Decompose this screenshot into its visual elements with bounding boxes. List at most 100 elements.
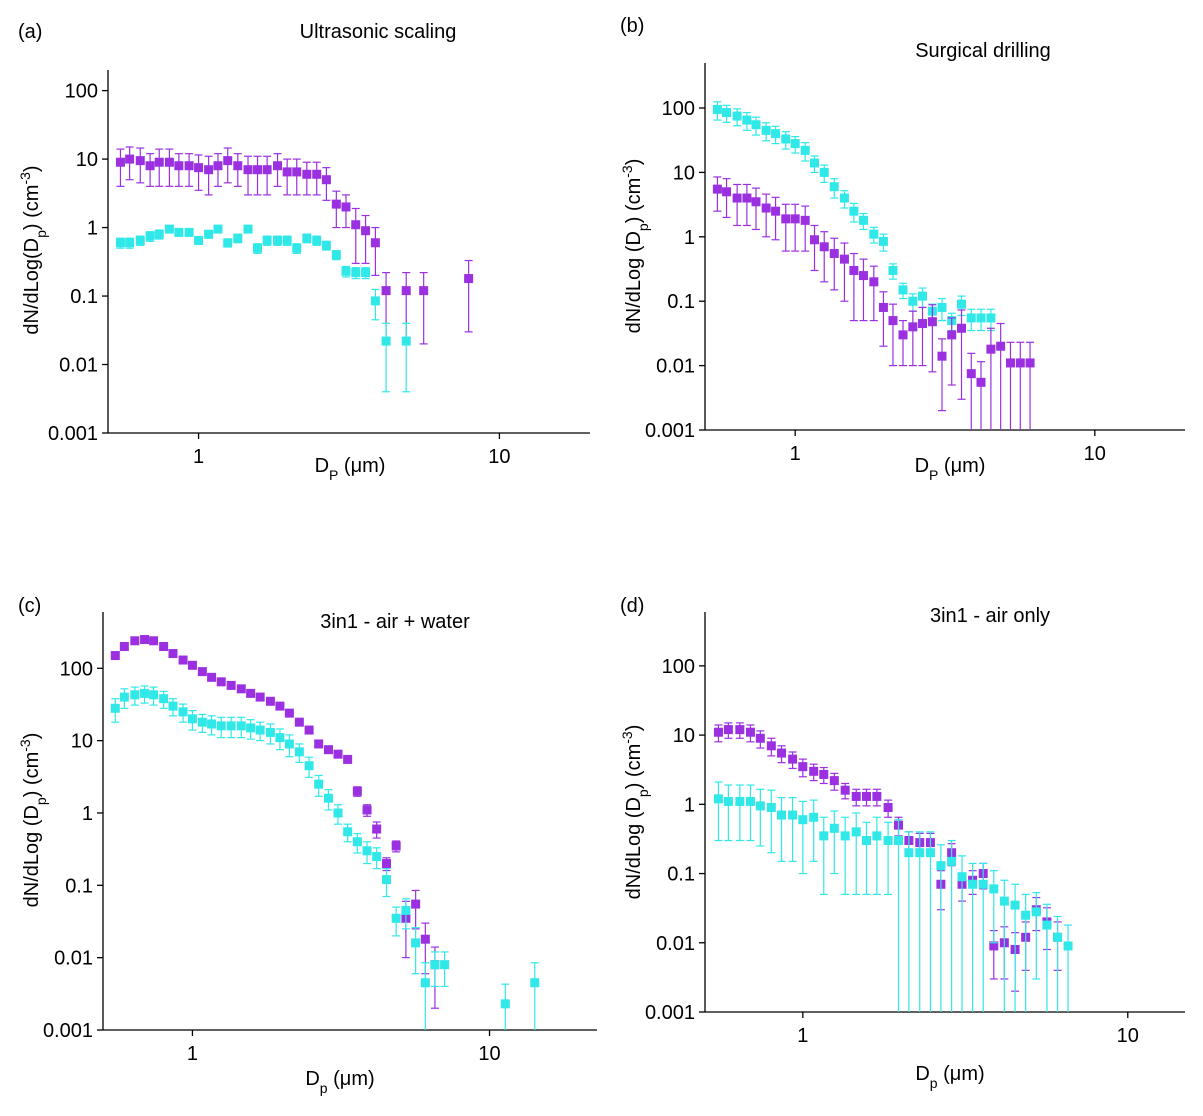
marker [207, 719, 217, 729]
axis-label-part: D [915, 455, 929, 477]
marker [351, 220, 361, 230]
marker [362, 805, 372, 815]
error-bar [788, 797, 797, 862]
marker [187, 660, 197, 670]
marker [351, 268, 361, 278]
marker [966, 313, 976, 323]
y-tick-label: 100 [65, 81, 98, 103]
y-tick-label: 1 [684, 227, 695, 249]
marker [829, 249, 839, 259]
marker [159, 642, 169, 652]
marker [839, 193, 849, 203]
axis-label: dN/dLog (Dp) (cm-3) [17, 733, 49, 908]
error-bar [926, 831, 935, 1012]
error-bar [155, 148, 164, 187]
marker [927, 317, 937, 327]
axis-label-part: p [33, 230, 49, 238]
marker [883, 836, 893, 846]
marker [125, 238, 135, 248]
marker [223, 156, 233, 166]
marker [800, 145, 810, 155]
axis-label: DP (μm) [315, 455, 386, 483]
marker [110, 703, 120, 713]
x-tick-label: 10 [488, 446, 510, 468]
marker [839, 254, 849, 264]
x-tick-label: 1 [193, 446, 204, 468]
y-tick-label: 100 [60, 658, 93, 680]
marker [391, 841, 401, 851]
y-tick-label: 0.1 [70, 286, 98, 308]
panel-label: (d) [620, 595, 644, 617]
marker [213, 161, 223, 171]
marker [888, 265, 898, 275]
marker [391, 913, 401, 923]
y-tick-label: 0.01 [59, 355, 98, 377]
error-bar [421, 962, 430, 1030]
marker [957, 323, 967, 333]
error-bar [1006, 341, 1015, 430]
marker [187, 714, 197, 724]
marker [937, 351, 947, 361]
marker [722, 187, 732, 197]
axis-label-part: D [915, 1063, 929, 1085]
marker [255, 692, 265, 702]
marker [976, 313, 986, 323]
marker [140, 635, 150, 645]
marker [265, 727, 275, 737]
marker [819, 242, 829, 252]
marker [168, 701, 178, 711]
marker [262, 235, 272, 245]
marker [894, 836, 904, 846]
axis-label-part: dN/dLog (D [623, 231, 645, 333]
marker [352, 837, 362, 847]
axis-label-part: D [315, 455, 329, 477]
marker [401, 336, 411, 346]
error-bar [361, 214, 370, 264]
axis-label-part: D [305, 1068, 319, 1090]
error-bar [735, 784, 744, 842]
error-bar [852, 812, 861, 895]
marker [851, 791, 861, 801]
error-bar [859, 258, 868, 322]
marker [800, 215, 810, 225]
y-tick-label: 100 [662, 656, 695, 678]
error-bar [908, 310, 917, 367]
marker [164, 224, 174, 234]
marker [135, 235, 145, 245]
marker [262, 165, 272, 175]
x-tick-label: 1 [790, 443, 801, 465]
marker [777, 810, 787, 820]
error-bar [894, 819, 903, 1012]
marker [164, 157, 174, 167]
axis-label: dN/dLog (Dp) (cm-3) [619, 159, 651, 334]
marker [207, 672, 217, 682]
error-bar [116, 148, 125, 187]
error-bar [430, 951, 439, 988]
marker [282, 167, 292, 177]
marker [174, 227, 184, 237]
error-bar [915, 831, 924, 1012]
marker [898, 285, 908, 295]
axis-label-part: p [320, 1080, 328, 1096]
error-bar [756, 788, 765, 847]
marker [333, 808, 343, 818]
marker [947, 856, 957, 866]
error-bar [223, 147, 232, 184]
y-tick-label: 1 [82, 803, 93, 825]
marker [372, 824, 382, 834]
marker [819, 769, 829, 779]
marker [273, 235, 283, 245]
marker [1042, 920, 1052, 930]
error-bar [862, 821, 871, 895]
y-tick-label: 10 [76, 149, 98, 171]
marker [236, 684, 246, 694]
chart-title: 3in1 - air + water [320, 611, 470, 633]
x-tick-label: 10 [1084, 443, 1106, 465]
marker [878, 236, 888, 246]
marker [304, 725, 314, 735]
error-bar [762, 193, 771, 238]
error-bar [411, 927, 420, 975]
error-bar [809, 799, 818, 862]
